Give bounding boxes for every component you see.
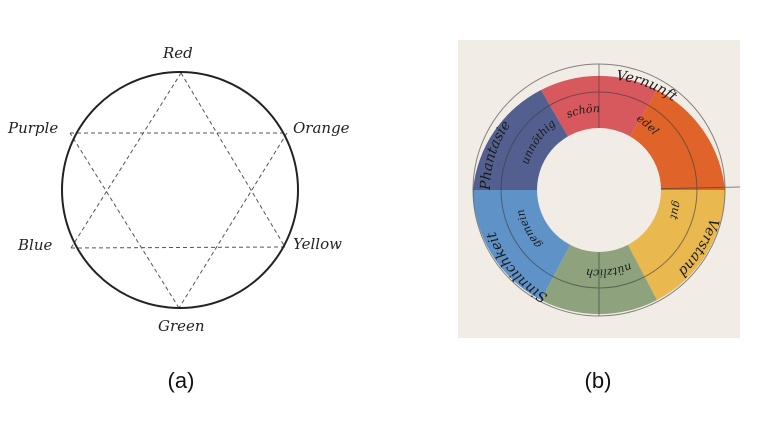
- hexagram-dashed-lines: [69, 72, 288, 309]
- label-purple: Purple: [7, 119, 58, 137]
- label-yellow: Yellow: [293, 235, 342, 253]
- line-red-yellow: [180, 72, 286, 248]
- label-orange: Orange: [293, 119, 350, 137]
- caption-a: (a): [167, 368, 195, 393]
- caption-b: (b): [584, 368, 612, 393]
- line-blue-red: [70, 72, 182, 249]
- color-circle-diagram: Red Orange Yellow Green Blue Purple: [7, 44, 350, 335]
- painted-color-wheel: Phantasie Vernunft Verstand Sinnlichkeit…: [458, 40, 740, 338]
- color-circle-outline: [61, 71, 299, 309]
- line-yellow-blue: [70, 246, 286, 249]
- line-orange-green: [178, 132, 288, 309]
- wheel-center-hole: [537, 128, 661, 252]
- label-green: Green: [158, 317, 205, 335]
- label-red: Red: [162, 44, 193, 62]
- line-green-purple: [69, 132, 180, 309]
- label-blue: Blue: [17, 236, 52, 254]
